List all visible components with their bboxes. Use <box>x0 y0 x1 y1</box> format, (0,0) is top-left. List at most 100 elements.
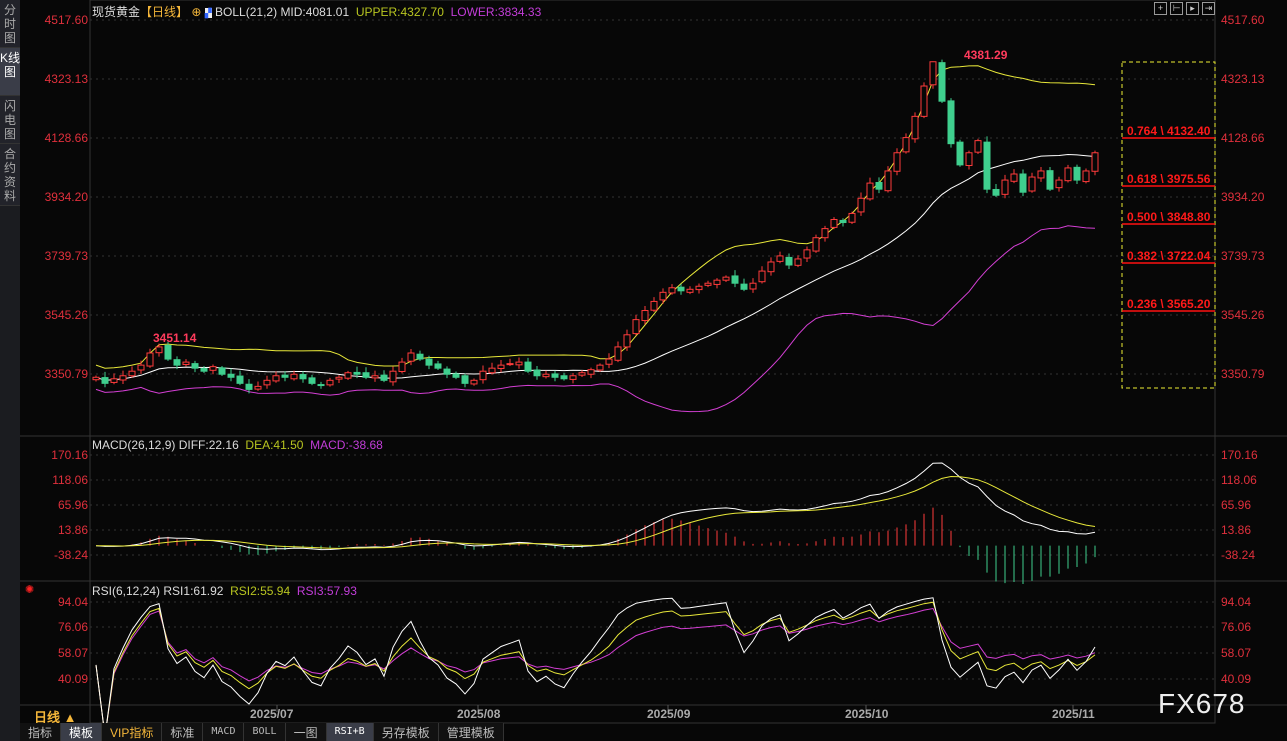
candle-down <box>785 256 793 266</box>
tab-standard[interactable]: 标准 <box>162 723 204 741</box>
axis-label-left: 4323.13 <box>44 72 88 86</box>
indicator-icon[interactable]: ▞ <box>204 8 212 18</box>
candle-down <box>560 375 568 380</box>
axis-label-right: 4517.60 <box>1221 13 1265 27</box>
candle-down <box>191 363 199 369</box>
fib-label-0618: 0.618 \ 3975.56 <box>1127 172 1211 186</box>
macd-diff: DIFF:22.16 <box>178 438 239 452</box>
candle-up <box>686 288 694 293</box>
axis-label-right: 3545.26 <box>1221 308 1265 322</box>
candle-up <box>407 352 415 362</box>
macd-value: MACD:-38.68 <box>310 438 383 452</box>
candle-down <box>983 141 991 190</box>
axis-label-left: 58.07 <box>57 646 88 660</box>
boll-upper: UPPER:4327.70 <box>355 5 444 19</box>
tab-macd[interactable]: MACD <box>203 723 245 741</box>
candle-down <box>947 100 955 145</box>
candle-up <box>623 334 631 348</box>
candle-down <box>1019 173 1027 193</box>
main-header: 现货黄金【日线】 ⊕ ▞ BOLL(21,2) MID:4081.01 UPPE… <box>92 3 541 20</box>
candle-up <box>569 375 577 380</box>
fib-label-0236: 0.236 \ 3565.20 <box>1127 297 1211 311</box>
zoom-in-icon[interactable]: ⊢ <box>1170 2 1183 15</box>
candle-up <box>884 170 892 192</box>
period-selector[interactable]: 日线 ▲ <box>34 710 77 725</box>
indicator-settings-icon[interactable]: ✺ <box>25 584 35 596</box>
candle-up <box>1064 167 1072 182</box>
tab-one-chart[interactable]: 一图 <box>286 723 327 741</box>
rsi2-value: RSI2:55.94 <box>230 584 291 598</box>
candle-up <box>911 115 919 140</box>
rsi2-line <box>95 601 1096 737</box>
candle-up <box>371 375 379 379</box>
candle-up <box>182 361 190 366</box>
candle-up <box>578 372 586 376</box>
candle-up <box>92 376 100 381</box>
candle-down <box>353 371 361 375</box>
candle-down <box>533 369 541 377</box>
high-label-2: 4381.29 <box>964 48 1008 62</box>
axis-label-right: 3739.73 <box>1221 249 1265 263</box>
candle-down <box>731 275 739 284</box>
tab-kline[interactable]: K线图 <box>0 48 20 96</box>
candle-up <box>119 375 127 381</box>
tab-save-template[interactable]: 另存模板 <box>374 723 439 741</box>
axis-label-left: 13.86 <box>57 523 88 537</box>
crosshair-tool-icon[interactable]: + <box>1154 2 1167 15</box>
forward-icon[interactable]: ▸ <box>1186 2 1199 15</box>
candle-up <box>146 352 154 367</box>
candle-up <box>389 370 397 383</box>
tab-flash[interactable]: 闪电图 <box>0 96 20 144</box>
candle-up <box>767 261 775 273</box>
date-tick: 2025/08 <box>457 707 501 721</box>
candle-up <box>272 375 280 382</box>
tab-boll[interactable]: BOLL <box>244 723 286 741</box>
candle-up <box>515 361 523 366</box>
candle-up <box>497 364 505 369</box>
axis-label-right: -38.24 <box>1221 548 1256 562</box>
tab-vip[interactable]: VIP指标 <box>102 723 163 741</box>
tab-time-chart[interactable]: 分时图 <box>0 0 20 48</box>
macd-title: MACD(26,12,9) <box>92 438 176 452</box>
axis-label-right: 65.96 <box>1221 498 1252 512</box>
candle-up <box>902 137 910 153</box>
crosshair-icon[interactable]: ⊕ <box>191 5 202 19</box>
macd-header: MACD(26,12,9) DIFF:22.16 DEA:41.50 MACD:… <box>92 438 383 452</box>
axis-label-left: 65.96 <box>57 498 88 512</box>
candle-up <box>596 364 604 371</box>
tab-contract[interactable]: 合约资料 <box>0 144 20 206</box>
tab-rsi-b[interactable]: RSI+B <box>326 723 374 741</box>
candle-up <box>857 197 865 213</box>
candle-down <box>938 62 946 102</box>
tab-indicators[interactable]: 指标 <box>20 723 62 741</box>
candle-up <box>335 376 343 380</box>
candle-up <box>254 385 262 390</box>
candle-down <box>839 219 847 224</box>
candle-down <box>524 361 532 372</box>
axis-label-right: 4128.66 <box>1221 131 1265 145</box>
candle-up <box>110 378 118 383</box>
candle-up <box>488 367 496 374</box>
candle-up <box>632 319 640 335</box>
axis-label-left: 118.06 <box>52 473 88 487</box>
candle-up <box>1037 170 1045 179</box>
tab-templates[interactable]: 模板 <box>61 723 103 741</box>
axis-label-left: 3739.73 <box>44 249 88 263</box>
watermark-logo: FX678 <box>1158 688 1246 719</box>
axis-label-right: 76.06 <box>1221 620 1252 634</box>
candle-up <box>128 370 136 377</box>
axis-label-left: 3350.79 <box>44 367 88 381</box>
right-end-icon[interactable]: ⇥ <box>1202 2 1215 15</box>
candle-up <box>974 140 982 153</box>
tab-manage-template[interactable]: 管理模板 <box>439 723 504 741</box>
date-tick: 2025/11 <box>1052 707 1095 721</box>
chart-toolbar: + ⊢ ▸ ⇥ <box>1154 2 1215 15</box>
candle-up <box>848 212 856 223</box>
candle-up <box>326 379 334 386</box>
candle-down <box>443 368 451 375</box>
date-tick: 2025/09 <box>647 707 691 721</box>
candle-down <box>317 384 325 387</box>
axis-label-right: 3934.20 <box>1221 190 1265 204</box>
fib-label-0500: 0.500 \ 3848.80 <box>1127 210 1211 224</box>
